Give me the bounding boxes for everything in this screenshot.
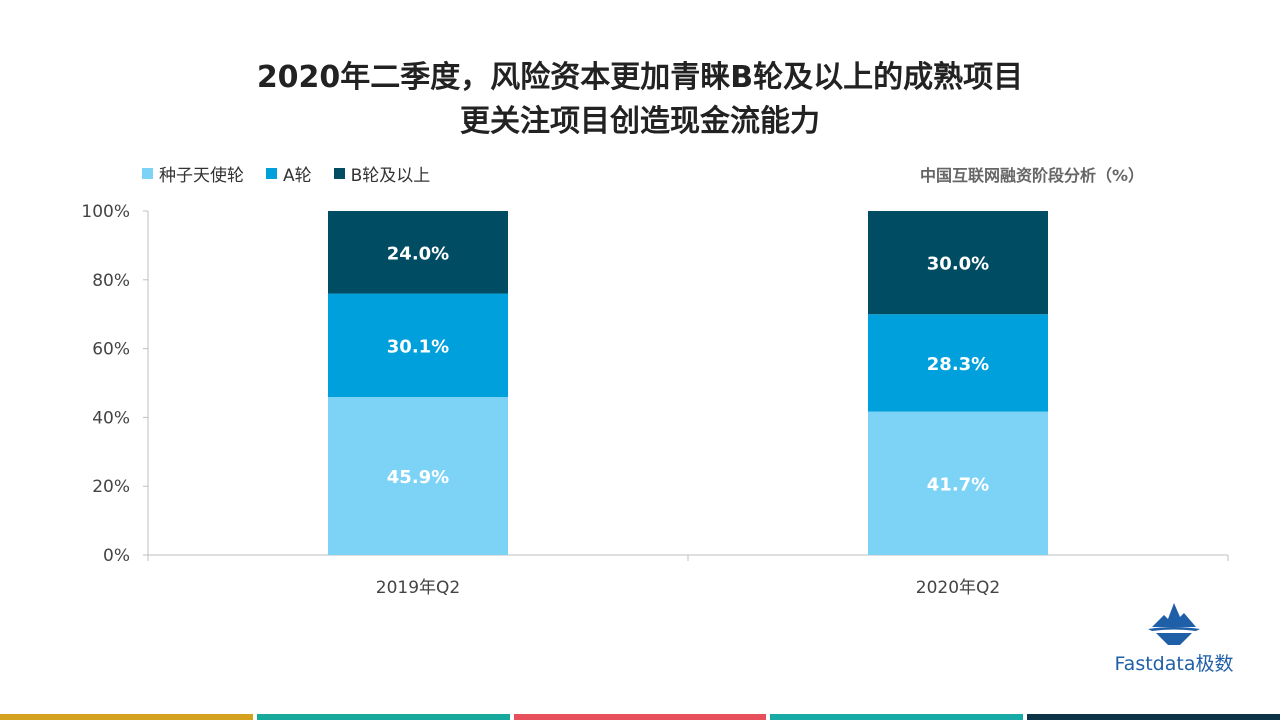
data-label: 45.9% xyxy=(387,467,449,488)
data-label: 24.0% xyxy=(387,243,449,264)
legend-item-a-round: A轮 xyxy=(266,161,312,186)
legend-item-seed: 种子天使轮 xyxy=(142,161,244,186)
legend-item-b-round: B轮及以上 xyxy=(333,161,431,186)
legend: 种子天使轮 A轮 B轮及以上 xyxy=(142,160,430,186)
logo-text: Fastdata极数 xyxy=(1114,653,1234,675)
y-tick-label: 40% xyxy=(92,408,130,428)
y-tick-label: 60% xyxy=(92,340,130,360)
bottom-bar-segment xyxy=(770,714,1024,720)
bottom-color-bar xyxy=(0,714,1280,720)
bottom-bar-segment xyxy=(513,714,767,720)
title-line-1: 2020年二季度，风险资本更加青睐B轮及以上的成熟项目 xyxy=(256,60,1024,95)
bottom-bar-segment xyxy=(0,714,253,720)
legend-swatch-b-round xyxy=(333,167,345,179)
y-tick-label: 100% xyxy=(81,202,130,222)
iceberg-icon xyxy=(1148,603,1200,645)
bar-segment xyxy=(328,211,508,294)
bar-segment xyxy=(868,314,1048,412)
y-tick-label: 0% xyxy=(103,546,130,566)
legend-label-a-round: A轮 xyxy=(283,165,312,186)
legend-swatch-seed xyxy=(142,167,153,179)
y-tick-label: 20% xyxy=(92,477,130,497)
x-tick-label: 2019年Q2 xyxy=(376,578,460,598)
bar-segment xyxy=(868,211,1048,315)
y-tick-label: 80% xyxy=(92,271,130,291)
chart-subtitle: 中国互联网融资阶段分析（%） xyxy=(919,166,1144,185)
data-label: 30.1% xyxy=(387,336,449,357)
legend-label-b-round: B轮及以上 xyxy=(350,165,431,186)
legend-swatch-a-round xyxy=(266,167,277,179)
title-line-2: 更关注项目创造现金流能力 xyxy=(460,104,820,139)
chart-title: 2020年二季度，风险资本更加青睐B轮及以上的成熟项目 更关注项目创造现金流能力 xyxy=(0,56,1280,144)
logo: Fastdata极数 xyxy=(1108,595,1240,680)
data-label: 30.0% xyxy=(927,254,989,275)
legend-label-seed: 种子天使轮 xyxy=(159,165,244,186)
bar-segment xyxy=(328,293,508,398)
data-label: 41.7% xyxy=(927,474,989,495)
x-tick-label: 2020年Q2 xyxy=(916,578,1000,598)
bottom-bar-segment xyxy=(1027,714,1280,720)
bar-segment xyxy=(328,397,508,555)
data-label: 28.3% xyxy=(927,354,989,375)
bar-segment xyxy=(868,411,1048,555)
bottom-bar-segment xyxy=(256,714,510,720)
